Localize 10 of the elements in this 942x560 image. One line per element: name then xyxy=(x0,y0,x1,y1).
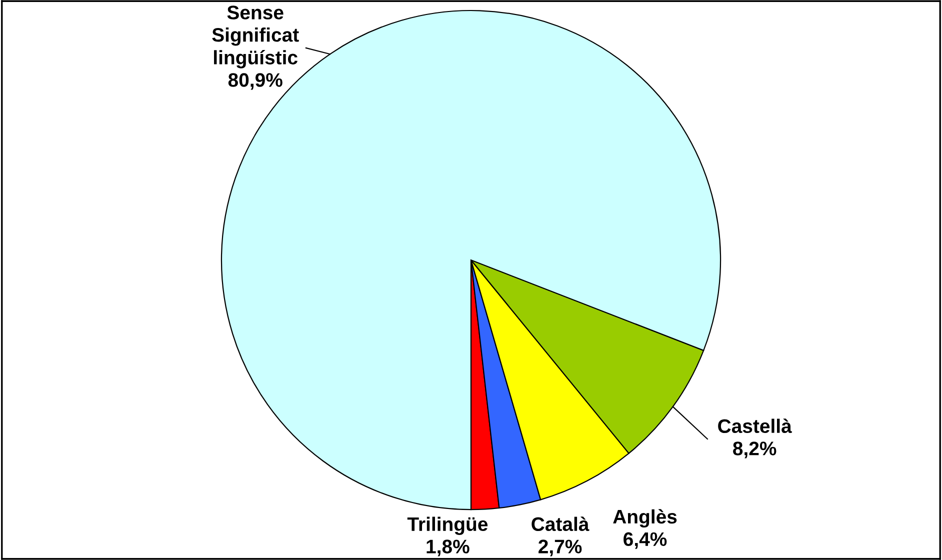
data-label: 8,2% xyxy=(733,442,776,458)
data-label: 80,9% xyxy=(228,73,282,90)
slice-label: Català xyxy=(532,516,590,532)
slice-label: Anglès xyxy=(613,509,677,528)
slice-label: Trilingüe xyxy=(407,516,488,535)
slice-label: Sense Significat lingüístic xyxy=(212,6,299,68)
data-label: 1,8% xyxy=(426,540,470,556)
data-label: 6,4% xyxy=(624,532,667,549)
data-label: 2,7% xyxy=(538,540,582,556)
slice-label: Castellà xyxy=(718,418,792,434)
